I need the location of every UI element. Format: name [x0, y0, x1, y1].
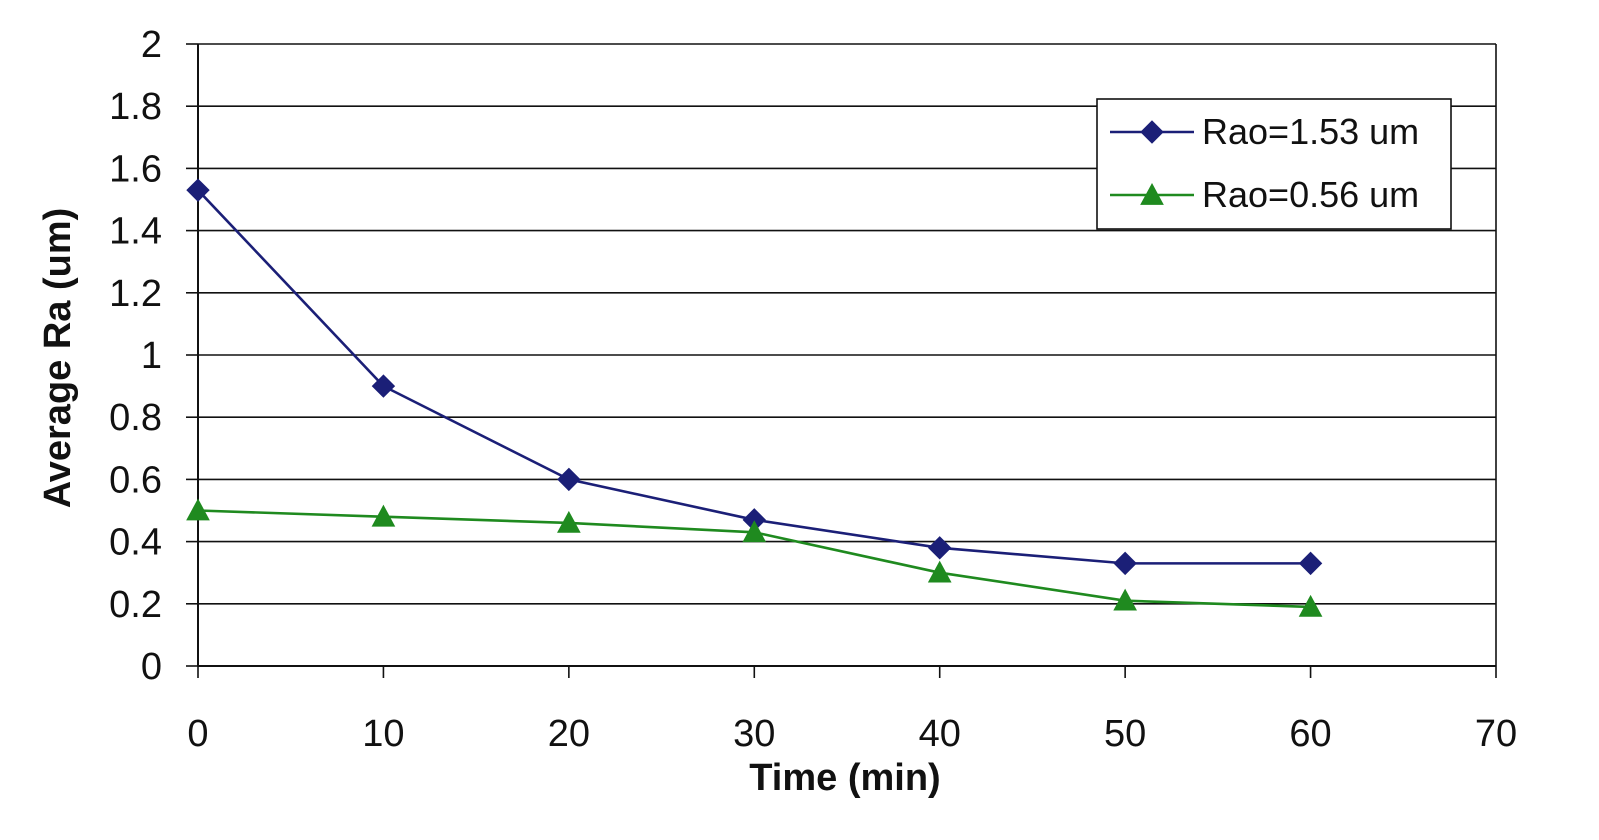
x-tick-label: 60 — [1289, 713, 1331, 755]
y-tick-label: 1.6 — [109, 148, 162, 190]
legend-marker-diamond — [1140, 120, 1164, 144]
y-tick-label: 0.8 — [109, 397, 162, 439]
data-point-diamond — [1113, 551, 1137, 576]
legend-label: Rao=1.53 um — [1202, 111, 1419, 152]
data-point-triangle — [1113, 588, 1137, 611]
y-tick-label: 0.4 — [109, 522, 162, 564]
x-tick-label: 10 — [362, 713, 404, 755]
data-point-triangle — [186, 498, 210, 521]
series-line — [197, 189, 1311, 565]
y-tick-label: 0.6 — [109, 459, 162, 501]
y-axis-ticks: 0 0.2 0.4 0.6 0.8 1 1.2 1.4 1.6 1.8 2 — [109, 24, 198, 688]
series-1 — [186, 178, 1323, 576]
data-point-triangle — [1298, 594, 1323, 617]
data-point-diamond — [186, 178, 210, 202]
x-tick-label: 40 — [919, 713, 961, 755]
x-axis-title: Time (min) — [749, 757, 940, 799]
data-point-diamond — [928, 536, 952, 560]
legend-marker-triangle — [1140, 182, 1164, 205]
data-point-triangle — [557, 510, 581, 533]
legend-box — [1096, 98, 1452, 230]
x-tick-label: 70 — [1475, 713, 1517, 755]
x-tick-label: 0 — [187, 713, 208, 755]
data-point-diamond — [557, 467, 581, 492]
data-point-triangle — [742, 520, 767, 543]
x-tick-label: 50 — [1104, 713, 1146, 755]
x-tick-label: 20 — [548, 713, 590, 755]
x-tick-label: 30 — [733, 713, 775, 755]
series-group — [186, 178, 1323, 617]
y-tick-label: 1.2 — [109, 273, 162, 315]
series-2 — [186, 498, 1323, 617]
data-point-diamond — [1298, 551, 1323, 576]
x-axis-ticks: 0 10 20 30 40 50 60 70 — [187, 666, 1517, 755]
legend-item: Rao=0.56 um — [1110, 174, 1419, 215]
data-point-diamond — [371, 374, 396, 398]
data-point-triangle — [371, 504, 396, 527]
y-tick-label: 0.2 — [109, 584, 162, 626]
legend-item: Rao=1.53 um — [1110, 111, 1419, 152]
y-tick-label: 0 — [141, 646, 162, 688]
y-tick-label: 1 — [141, 335, 162, 377]
y-tick-label: 1.4 — [109, 211, 162, 253]
y-axis-title: Average Ra (um) — [37, 208, 79, 509]
data-point-triangle — [927, 560, 952, 583]
y-tick-label: 2 — [141, 24, 162, 66]
legend-label: Rao=0.56 um — [1202, 174, 1419, 215]
legend: Rao=1.53 um Rao=0.56 um — [1096, 98, 1452, 230]
y-tick-label: 1.8 — [109, 86, 162, 128]
